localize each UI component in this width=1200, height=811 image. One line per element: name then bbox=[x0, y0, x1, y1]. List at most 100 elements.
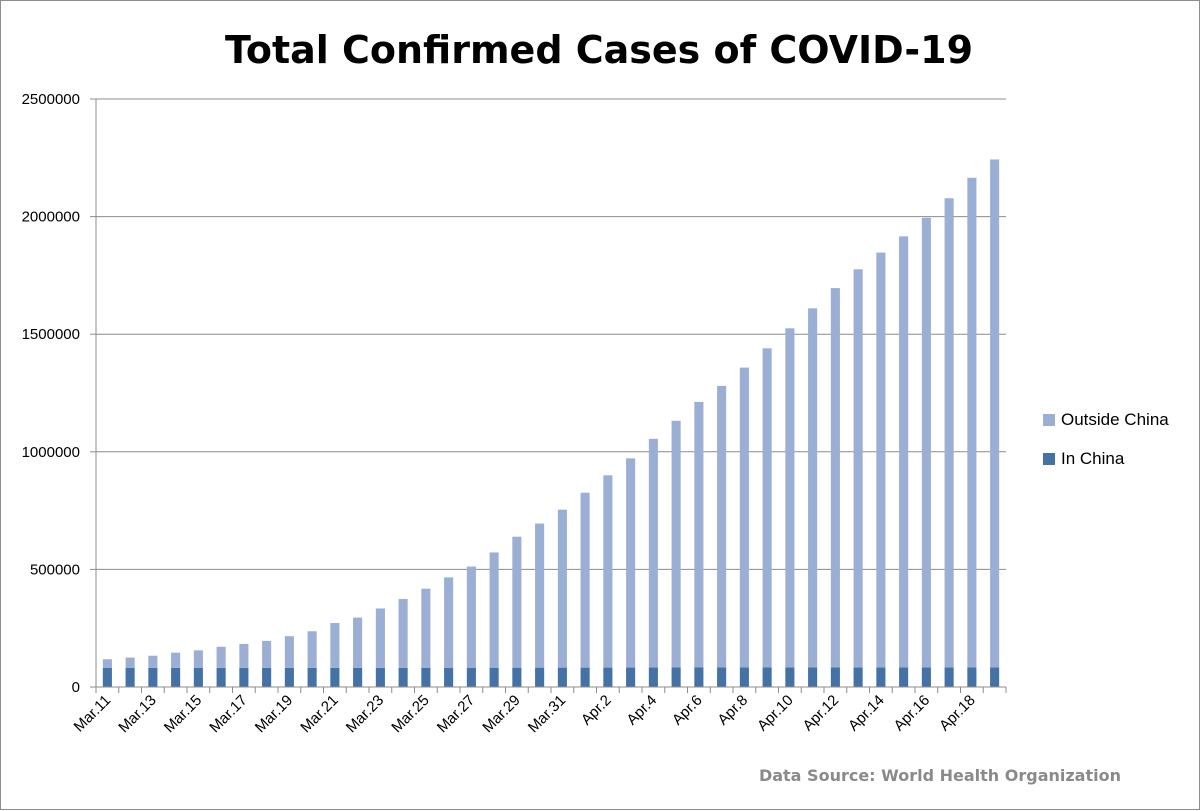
bar-outside-china bbox=[785, 328, 795, 668]
x-tick-label: Mar.29 bbox=[479, 692, 523, 736]
bar-in-china bbox=[353, 667, 363, 687]
bar-outside-china bbox=[330, 623, 340, 668]
bar-in-china bbox=[398, 667, 408, 687]
bar-outside-china bbox=[990, 159, 1000, 668]
bar-in-china bbox=[148, 667, 158, 687]
bar-outside-china bbox=[535, 523, 545, 668]
bar-outside-china bbox=[171, 652, 181, 668]
bar-in-china bbox=[785, 667, 795, 687]
x-tick-label: Mar.11 bbox=[71, 692, 115, 736]
bar-outside-china bbox=[739, 367, 749, 668]
x-tick-label: Mar.13 bbox=[115, 692, 159, 736]
bar-in-china bbox=[694, 667, 704, 687]
legend-label: In China bbox=[1061, 449, 1125, 468]
x-tick-label: Apr.6 bbox=[669, 692, 706, 729]
y-tick-label: 1500000 bbox=[22, 326, 80, 343]
x-tick-label: Apr.4 bbox=[623, 692, 660, 729]
legend-swatch bbox=[1043, 414, 1055, 426]
x-tick-label: Mar.23 bbox=[343, 692, 387, 736]
bar-outside-china bbox=[603, 475, 613, 668]
bar-outside-china bbox=[557, 509, 567, 668]
bar-outside-china bbox=[216, 646, 226, 668]
bar-in-china bbox=[671, 667, 681, 687]
axes bbox=[95, 99, 1007, 693]
bar-outside-china bbox=[830, 288, 840, 668]
y-tick-label: 0 bbox=[72, 679, 80, 696]
y-tick-label: 1000000 bbox=[22, 444, 80, 461]
bar-in-china bbox=[421, 667, 431, 687]
bar-outside-china bbox=[671, 420, 681, 668]
bar-outside-china bbox=[375, 608, 385, 668]
bar-in-china bbox=[239, 667, 249, 687]
bar-in-china bbox=[580, 667, 590, 687]
bar-outside-china bbox=[876, 252, 886, 668]
bar-in-china bbox=[193, 667, 203, 687]
bar-outside-china bbox=[944, 198, 954, 668]
gridlines bbox=[90, 98, 1006, 688]
x-tick-label: Apr.8 bbox=[714, 692, 751, 729]
bar-in-china bbox=[489, 667, 499, 687]
chart-title: Total Confirmed Cases of COVID-19 bbox=[225, 28, 973, 72]
bar-in-china bbox=[535, 667, 545, 687]
bar-outside-china bbox=[444, 577, 454, 668]
y-tick-label: 2000000 bbox=[22, 209, 80, 226]
x-tick-label: Apr.16 bbox=[891, 692, 934, 735]
bar-in-china bbox=[171, 667, 181, 687]
bar-outside-china bbox=[717, 385, 727, 668]
bar-outside-china bbox=[580, 492, 590, 668]
bar-in-china bbox=[512, 667, 522, 687]
bar-outside-china bbox=[648, 438, 658, 668]
bars bbox=[102, 159, 1000, 687]
bar-outside-china bbox=[489, 552, 499, 668]
x-axis-tick-labels: Mar.11 Mar.13 Mar.15 Mar.17 Mar.19 Mar.21 Mar.… bbox=[71, 692, 979, 736]
y-tick-label: 500000 bbox=[30, 561, 80, 578]
bar-outside-china bbox=[262, 640, 272, 668]
bar-outside-china bbox=[967, 177, 977, 668]
bar-outside-china bbox=[626, 458, 636, 668]
bar-outside-china bbox=[899, 236, 909, 668]
bar-outside-china bbox=[466, 566, 476, 668]
bar-in-china bbox=[603, 667, 613, 687]
x-tick-label: Mar.27 bbox=[434, 692, 478, 736]
x-tick-label: Apr.2 bbox=[578, 692, 615, 729]
legend: Outside China In China bbox=[1043, 410, 1169, 468]
bar-in-china bbox=[466, 667, 476, 687]
x-tick-label: Apr.12 bbox=[800, 692, 843, 735]
bar-in-china bbox=[557, 667, 567, 687]
bar-outside-china bbox=[239, 643, 249, 668]
bar-outside-china bbox=[125, 657, 135, 668]
bar-in-china bbox=[216, 667, 226, 687]
bar-outside-china bbox=[808, 308, 818, 668]
x-tick-label: Mar.19 bbox=[252, 692, 296, 736]
bar-in-china bbox=[648, 667, 658, 687]
bar-outside-china bbox=[512, 536, 522, 668]
bar-in-china bbox=[739, 667, 749, 687]
x-tick-label: Mar.21 bbox=[297, 692, 341, 736]
bar-in-china bbox=[375, 667, 385, 687]
bar-in-china bbox=[626, 667, 636, 687]
bar-in-china bbox=[444, 667, 454, 687]
bar-outside-china bbox=[762, 348, 772, 668]
bar-outside-china bbox=[284, 636, 294, 668]
bar-outside-china bbox=[398, 599, 408, 668]
bar-outside-china bbox=[307, 631, 317, 668]
x-tick-label: Mar.17 bbox=[206, 692, 250, 736]
bar-in-china bbox=[853, 667, 863, 687]
bar-outside-china bbox=[853, 269, 863, 668]
bar-in-china bbox=[125, 667, 135, 687]
bar-in-china bbox=[284, 667, 294, 687]
x-tick-label: Mar.15 bbox=[161, 692, 205, 736]
bar-outside-china bbox=[921, 217, 931, 668]
bar-outside-china bbox=[694, 401, 704, 668]
bar-in-china bbox=[967, 667, 977, 687]
bar-outside-china bbox=[421, 588, 431, 668]
legend-label: Outside China bbox=[1061, 410, 1169, 429]
x-tick-label: Mar.31 bbox=[525, 692, 569, 736]
bar-in-china bbox=[762, 667, 772, 687]
bar-in-china bbox=[262, 667, 272, 687]
x-tick-label: Apr.14 bbox=[845, 692, 888, 735]
legend-swatch bbox=[1043, 453, 1055, 465]
bar-outside-china bbox=[353, 617, 363, 668]
